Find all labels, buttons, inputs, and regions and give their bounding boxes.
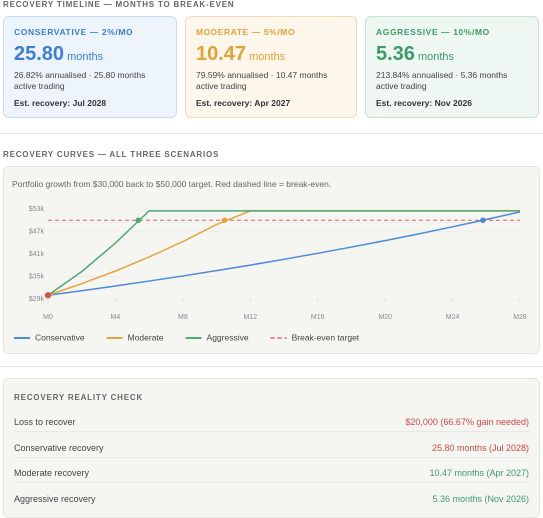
breakeven-point bbox=[221, 217, 228, 224]
value: 10.47 bbox=[196, 43, 247, 65]
y-tick-label: $29k bbox=[29, 296, 45, 303]
card-label: CONSERVATIVE — 2%/MO bbox=[14, 27, 134, 37]
card: CONSERVATIVE — 2%/MO 25.80 months 26.82% an… bbox=[3, 16, 177, 118]
x-tick-label: M8 bbox=[178, 314, 188, 321]
x-tick-label: M16 bbox=[311, 314, 325, 321]
value: 25.80 bbox=[14, 43, 65, 65]
x-tick-label: M0 bbox=[43, 314, 53, 321]
chart-subtitle: Portfolio growth from $30,000 back to $5… bbox=[12, 179, 332, 189]
card-value: 5.36 months bbox=[376, 43, 528, 66]
card: AGGRESSIVE — 10%/MO 5.36 months 213.84% ann… bbox=[365, 16, 539, 118]
row-value: 5.36 months (Nov 2026) bbox=[432, 493, 529, 504]
start-point bbox=[44, 292, 52, 299]
card: MODERATE — 5%/MO 10.47 months 79.59% annual… bbox=[185, 16, 357, 118]
y-tick-label: $41k bbox=[29, 251, 45, 258]
unit: months bbox=[417, 51, 455, 63]
y-tick-label: $47k bbox=[29, 228, 45, 235]
row: Moderate recovery 10.47 months (Apr 2027) bbox=[14, 468, 529, 478]
unit: months bbox=[67, 51, 104, 63]
card-note: 213.84% annualised · 5.36 months active … bbox=[376, 70, 508, 91]
row: Aggressive recovery 5.36 months (Nov 2026… bbox=[14, 494, 529, 504]
reality-panel: RECOVERY REALITY CHECK Loss to recover $2… bbox=[3, 378, 540, 518]
legend-label: Aggressive bbox=[207, 332, 249, 342]
row-divider bbox=[14, 431, 529, 432]
row-divider bbox=[14, 482, 529, 483]
breakeven-point bbox=[135, 217, 142, 224]
chart: $29k $35k $41k $47k $53k M0 M4 M8 M12 M16 M20 M24 M2… bbox=[14, 206, 527, 342]
x-tick-label: M20 bbox=[378, 314, 392, 321]
legend-label: Break-even target bbox=[292, 332, 360, 342]
x-tick-label: M24 bbox=[446, 314, 460, 321]
series-line bbox=[47, 210, 520, 296]
breakeven-point bbox=[480, 217, 486, 224]
row-value: 10.47 months (Apr 2027) bbox=[429, 468, 529, 478]
card-recovery: Est. recovery: Jul 2028 bbox=[14, 98, 107, 108]
row-value: 25.80 months (Jul 2028) bbox=[431, 442, 529, 453]
series-line bbox=[47, 211, 521, 296]
y-tick-label: $35k bbox=[29, 273, 45, 280]
row-label: Moderate recovery bbox=[14, 468, 90, 478]
card-label: AGGRESSIVE — 10%/MO bbox=[376, 27, 490, 37]
card-value: 10.47 months bbox=[196, 43, 346, 66]
row-divider bbox=[14, 456, 529, 458]
row: Conservative recovery 25.80 months (Jul 2… bbox=[14, 443, 529, 453]
y-tick-label: $53k bbox=[29, 206, 45, 213]
card-label: MODERATE — 5%/MO bbox=[196, 27, 296, 37]
card-note: 79.59% annualised · 10.47 months active … bbox=[196, 70, 328, 91]
value: 5.36 bbox=[376, 43, 415, 65]
row-value: $20,000 (66.67% gain needed) bbox=[405, 417, 529, 427]
divider bbox=[0, 366, 543, 367]
x-tick-label: M12 bbox=[243, 314, 257, 321]
chart-panel: Portfolio growth from $30,000 back to $5… bbox=[3, 166, 540, 354]
card-value: 25.80 months bbox=[14, 43, 166, 66]
x-tick-label: M4 bbox=[111, 314, 121, 321]
x-tick-label: M28 bbox=[513, 314, 527, 321]
unit: months bbox=[249, 51, 286, 63]
panel-title: RECOVERY REALITY CHECK bbox=[14, 393, 144, 402]
row-label: Loss to recover bbox=[14, 417, 76, 427]
legend-label: Conservative bbox=[35, 332, 85, 342]
section-title: RECOVERY TIMELINE — MONTHS TO BREAK-EVEN bbox=[3, 0, 235, 9]
row: Loss to recover $20,000 (66.67% gain need… bbox=[14, 417, 529, 427]
row-label: Conservative recovery bbox=[14, 442, 104, 453]
series-line bbox=[47, 210, 520, 296]
row-label: Aggressive recovery bbox=[14, 493, 96, 504]
card-recovery: Est. recovery: Nov 2026 bbox=[376, 98, 472, 108]
section-title: RECOVERY CURVES — ALL THREE SCENARIOS bbox=[3, 150, 220, 159]
card-note: 26.82% annualised · 25.80 months active … bbox=[14, 70, 146, 91]
legend-label: Moderate bbox=[128, 332, 164, 342]
card-recovery: Est. recovery: Apr 2027 bbox=[196, 98, 291, 108]
divider bbox=[0, 133, 543, 134]
